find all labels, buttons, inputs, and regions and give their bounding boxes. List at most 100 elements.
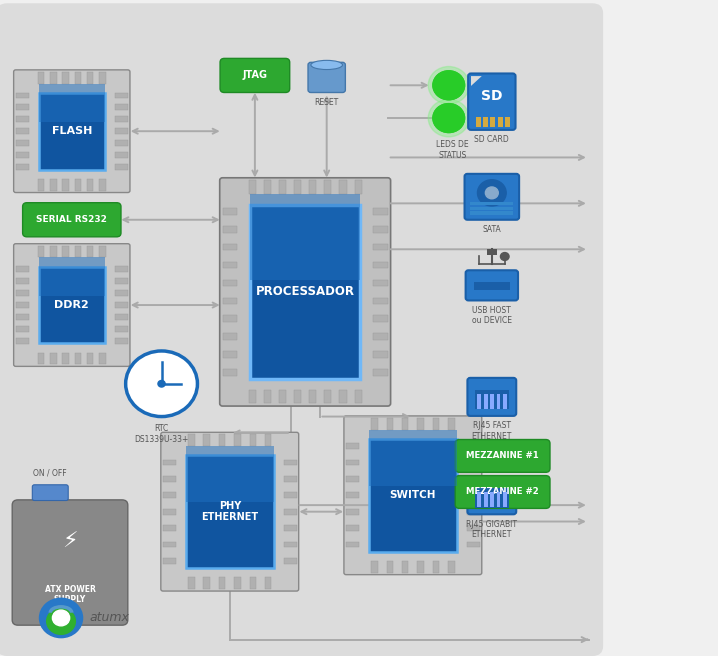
Bar	[75, 178, 81, 190]
Bar	[433, 418, 439, 430]
Text: LEDS DE
STATUS: LEDS DE STATUS	[436, 140, 469, 160]
Bar	[265, 577, 271, 589]
Bar	[16, 302, 29, 308]
Bar	[62, 72, 69, 83]
Text: SATA: SATA	[482, 225, 501, 234]
Bar	[38, 353, 45, 365]
Bar	[498, 117, 503, 127]
Bar	[16, 128, 29, 134]
Circle shape	[433, 71, 465, 100]
Text: USB HOST
ou DEVICE: USB HOST ou DEVICE	[472, 306, 512, 325]
Bar	[373, 208, 388, 215]
Circle shape	[47, 608, 75, 634]
Bar	[386, 418, 393, 430]
Bar	[16, 92, 29, 98]
FancyBboxPatch shape	[369, 439, 457, 552]
Bar	[284, 459, 297, 466]
Ellipse shape	[311, 60, 342, 70]
Bar	[115, 128, 128, 134]
Bar	[503, 492, 507, 507]
Bar	[279, 180, 286, 194]
Text: MEZZANINE #2: MEZZANINE #2	[466, 487, 539, 497]
Bar	[346, 476, 359, 482]
Bar	[373, 369, 388, 376]
FancyBboxPatch shape	[220, 58, 289, 92]
Bar	[448, 418, 454, 430]
Circle shape	[500, 253, 509, 260]
FancyBboxPatch shape	[468, 73, 516, 130]
Text: RJ45 FAST
ETHERNET: RJ45 FAST ETHERNET	[472, 421, 512, 441]
Bar	[115, 338, 128, 344]
Bar	[16, 164, 29, 170]
Bar	[16, 290, 29, 296]
Bar	[115, 104, 128, 110]
FancyBboxPatch shape	[467, 476, 516, 514]
Bar	[346, 459, 359, 466]
Bar	[371, 561, 378, 573]
Bar	[373, 244, 388, 251]
Text: FLASH: FLASH	[52, 126, 92, 136]
Bar	[470, 202, 513, 205]
Bar	[484, 394, 488, 409]
FancyBboxPatch shape	[455, 440, 550, 472]
Bar	[477, 394, 481, 409]
Text: PROCESSADOR: PROCESSADOR	[256, 285, 355, 298]
Bar	[115, 326, 128, 332]
Bar	[219, 434, 225, 446]
Bar	[163, 525, 176, 531]
Bar	[188, 434, 195, 446]
Bar	[99, 178, 106, 190]
Bar	[87, 245, 93, 257]
Bar	[373, 351, 388, 358]
Bar	[87, 353, 93, 365]
Bar	[284, 542, 297, 547]
Bar	[346, 525, 359, 531]
Bar	[346, 509, 359, 514]
Bar	[490, 117, 495, 127]
FancyBboxPatch shape	[467, 378, 516, 416]
Text: atumx: atumx	[90, 611, 130, 625]
Bar	[284, 476, 297, 482]
Text: RJ45 GIGABIT
ETHERNET: RJ45 GIGABIT ETHERNET	[466, 520, 518, 539]
Bar	[16, 314, 29, 320]
Bar	[448, 561, 454, 573]
Bar	[115, 266, 128, 272]
Bar	[490, 492, 494, 507]
FancyBboxPatch shape	[0, 3, 603, 656]
Bar	[115, 302, 128, 308]
Bar	[163, 476, 176, 482]
Bar	[163, 558, 176, 564]
Bar	[346, 542, 359, 547]
Bar	[483, 117, 488, 127]
Circle shape	[477, 180, 506, 206]
Bar	[284, 558, 297, 564]
Text: ⚡: ⚡	[62, 532, 78, 552]
Bar	[340, 390, 347, 403]
Bar	[470, 211, 513, 215]
FancyBboxPatch shape	[465, 174, 519, 220]
Bar	[16, 116, 29, 122]
Bar	[16, 266, 29, 272]
Bar	[234, 434, 241, 446]
Bar	[16, 104, 29, 110]
Circle shape	[39, 598, 83, 638]
Bar	[284, 492, 297, 499]
FancyBboxPatch shape	[12, 500, 128, 625]
Circle shape	[158, 380, 165, 387]
Bar	[476, 117, 481, 127]
Circle shape	[428, 66, 470, 104]
Text: RESET: RESET	[314, 98, 339, 107]
Bar	[467, 443, 480, 449]
Bar	[163, 509, 176, 514]
Bar	[99, 353, 106, 365]
FancyBboxPatch shape	[455, 476, 550, 508]
Bar	[250, 194, 360, 280]
Bar	[355, 390, 362, 403]
Bar	[50, 353, 57, 365]
Bar	[248, 180, 256, 194]
Bar	[163, 459, 176, 466]
Bar	[188, 577, 195, 589]
Bar	[75, 245, 81, 257]
Bar	[402, 418, 409, 430]
Bar	[279, 390, 286, 403]
